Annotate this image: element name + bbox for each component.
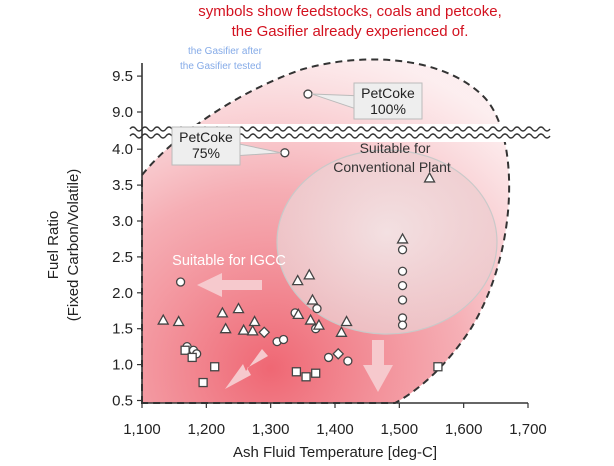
marker-triangle bbox=[312, 318, 326, 330]
caption-line-1: symbols show feedstocks, coals and petco… bbox=[198, 3, 502, 20]
y-tick-label: 3.0 bbox=[112, 213, 133, 230]
marker-triangle bbox=[237, 323, 250, 335]
marker-triangle bbox=[306, 293, 319, 305]
x-tick-label: 1,600 bbox=[445, 421, 483, 438]
marker-triangle bbox=[340, 315, 353, 327]
marker-square bbox=[311, 368, 321, 378]
caption-fragment-1: the Gasifier after bbox=[188, 46, 262, 57]
y-tick-label: 3.5 bbox=[112, 177, 133, 194]
marker-triangle bbox=[219, 322, 232, 334]
marker-square bbox=[291, 367, 302, 377]
marker-circle bbox=[312, 303, 322, 314]
marker-triangle bbox=[291, 274, 304, 286]
marker-circle bbox=[280, 148, 290, 158]
marker-circle bbox=[397, 245, 408, 255]
caption-fragment-2: the Gasifier tested bbox=[180, 61, 262, 72]
marker-circle bbox=[397, 280, 408, 291]
marker-diamond bbox=[332, 347, 345, 360]
callout-value: 100% bbox=[370, 101, 406, 117]
marker-triangle bbox=[304, 313, 317, 325]
marker-circle bbox=[323, 352, 334, 363]
x-tick-label: 1,200 bbox=[188, 421, 226, 438]
x-tick-label: 1,700 bbox=[509, 421, 547, 438]
marker-square bbox=[198, 377, 208, 388]
marker-triangle bbox=[335, 325, 348, 337]
marker-triangle bbox=[157, 313, 170, 325]
marker-circle bbox=[278, 334, 289, 345]
marker-triangle bbox=[303, 268, 316, 280]
y-tick-label: 1.5 bbox=[112, 321, 133, 338]
x-tick-label: 1,300 bbox=[252, 421, 290, 438]
marker-diamond bbox=[258, 326, 271, 339]
marker-circle bbox=[397, 266, 408, 276]
x-tick-label: 1,500 bbox=[381, 421, 419, 438]
callout-box bbox=[353, 82, 423, 120]
y-tick-label: 2.5 bbox=[112, 249, 133, 266]
y-axis-label-1: Fuel Ratio bbox=[45, 211, 62, 279]
marker-square bbox=[301, 372, 311, 382]
y-tick-label: 1.0 bbox=[112, 357, 133, 374]
arrow-down-left bbox=[225, 349, 268, 389]
y-tick-label: 2.0 bbox=[112, 285, 133, 302]
marker-triangle bbox=[396, 232, 409, 244]
marker-triangle bbox=[216, 306, 229, 318]
callout-title: PetCoke bbox=[179, 129, 233, 145]
y-tick-label: 9.0 bbox=[112, 104, 133, 121]
region-label-conventional-1: Suitable for bbox=[360, 140, 431, 156]
x-tick-label: 1,100 bbox=[123, 421, 161, 438]
region-label-igcc: Suitable for IGCC bbox=[172, 253, 286, 269]
marker-square bbox=[433, 362, 443, 372]
marker-triangle bbox=[232, 302, 245, 314]
marker-triangle bbox=[423, 171, 436, 183]
marker-circle bbox=[303, 89, 313, 99]
y-axis-label-2: (Fixed Carbon/Volatile) bbox=[65, 169, 82, 322]
x-tick-label: 1,400 bbox=[316, 421, 354, 438]
marker-triangle bbox=[172, 315, 185, 327]
marker-square bbox=[180, 345, 190, 355]
marker-circle bbox=[343, 356, 353, 366]
marker-square bbox=[210, 362, 220, 372]
y-tick-label: 0.5 bbox=[112, 393, 133, 410]
marker-triangle bbox=[246, 324, 259, 336]
conventional-plant-region bbox=[276, 149, 498, 335]
marker-circle bbox=[175, 277, 186, 287]
callout-value: 75% bbox=[192, 145, 220, 161]
marker-triangle bbox=[292, 308, 305, 319]
y-tick-label: 9.5 bbox=[112, 68, 133, 85]
arrow-down bbox=[363, 340, 393, 392]
marker-square bbox=[187, 352, 197, 363]
arrow-left bbox=[197, 273, 262, 297]
region-label-conventional-2: Conventional Plant bbox=[333, 159, 451, 175]
marker-triangle bbox=[248, 315, 261, 327]
caption-line-2: the Gasifier already experienced of. bbox=[231, 23, 469, 40]
y-tick-label: 4.0 bbox=[112, 141, 133, 158]
marker-circle bbox=[397, 320, 408, 330]
marker-circle bbox=[397, 295, 408, 305]
callout-title: PetCoke bbox=[361, 85, 415, 101]
x-axis-label: Ash Fluid Temperature [deg-C] bbox=[233, 444, 437, 461]
callout-box bbox=[171, 126, 241, 166]
